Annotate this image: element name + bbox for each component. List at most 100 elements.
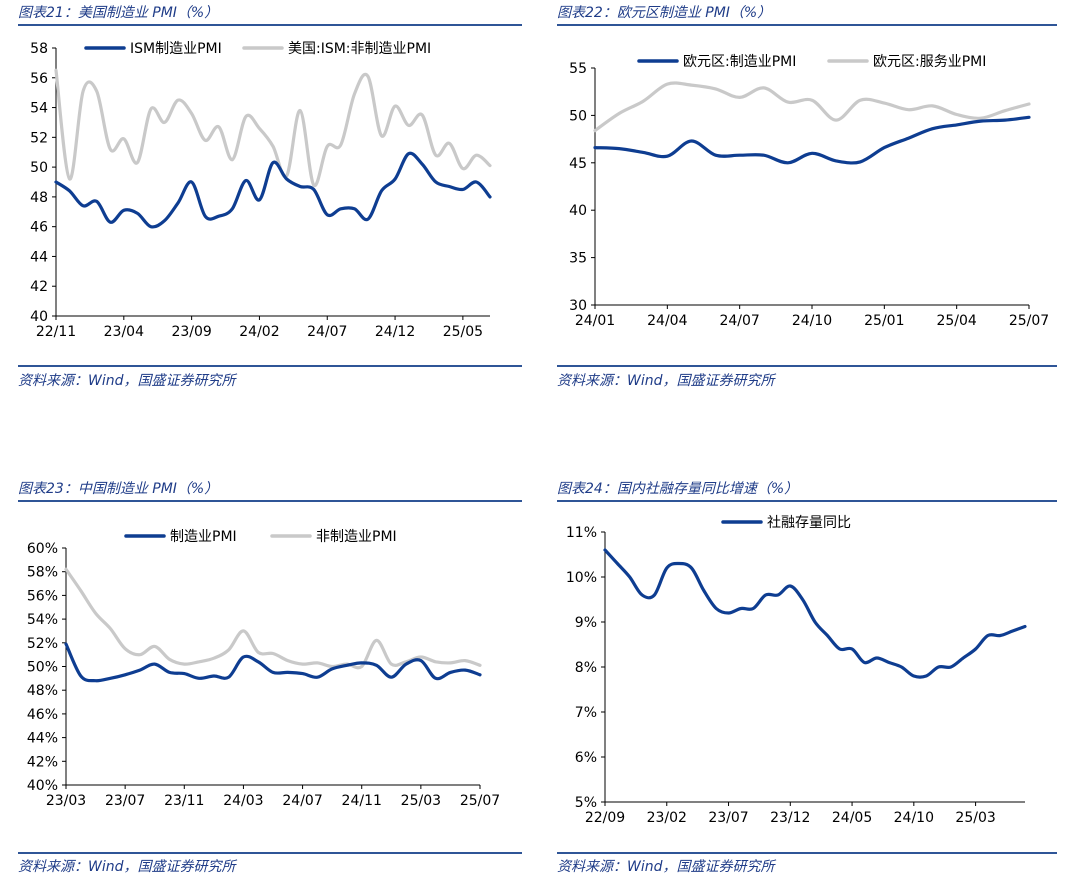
x-tick-label: 22/09 (585, 810, 625, 826)
chart-heading: 图表22：欧元区制造业 PMI（%） (557, 5, 772, 21)
y-tick-label: 46 (30, 220, 48, 236)
source-rule (557, 852, 1057, 854)
series-line-primary (603, 548, 1027, 679)
y-tick-label: 40 (30, 309, 48, 325)
y-tick-label: 11% (566, 525, 597, 541)
y-tick-label: 9% (575, 615, 597, 631)
y-tick-label: 45 (569, 156, 587, 172)
legend-label: 美国:ISM:非制造业PMI (288, 41, 431, 57)
x-tick-label: 25/01 (864, 313, 904, 329)
y-tick-label: 10% (566, 570, 597, 586)
chart-heading: 图表24：国内社融存量同比增速（%） (557, 481, 799, 497)
legend-label: 非制造业PMI (316, 529, 397, 545)
panel-us-pmi: 图表21：美国制造业 PMI（%） 40 42 44 46 48 50 52 54 56 58 22… (18, 2, 522, 422)
x-tick-label: 24/10 (792, 313, 832, 329)
y-tick-label: 56% (27, 588, 58, 604)
legend-label: 欧元区:制造业PMI (683, 54, 796, 70)
x-tick-label: 23/11 (164, 793, 204, 809)
x-tick-label: 24/12 (375, 324, 415, 340)
y-tick-label: 58 (30, 41, 48, 57)
y-tick-label: 7% (575, 705, 597, 721)
series-line-primary (64, 642, 482, 683)
y-tick-label: 52% (27, 636, 58, 652)
x-tick-label: 24/10 (894, 810, 934, 826)
y-tick-label: 54 (30, 101, 48, 117)
x-tick-label: 24/01 (575, 313, 615, 329)
x-tick-label: 24/05 (832, 810, 872, 826)
x-tick-label: 23/07 (708, 810, 748, 826)
source-note: 资料来源：Wind，国盛证券研究所 (557, 373, 775, 389)
source-rule (557, 365, 1057, 367)
source-note: 资料来源：Wind，国盛证券研究所 (18, 373, 236, 389)
x-tick-label: 24/02 (239, 324, 279, 340)
y-tick-label: 8% (575, 660, 597, 676)
y-tick-label: 44% (27, 731, 58, 747)
heading-rule (557, 24, 1057, 26)
source-rule (18, 365, 522, 367)
y-tick-label: 40% (27, 778, 58, 794)
x-tick-label: 24/07 (307, 324, 347, 340)
heading-rule (18, 500, 522, 502)
chart-us-pmi: 40 42 44 46 48 50 52 54 56 58 22/11 23/04 23/09 24/02… (30, 41, 492, 340)
chart-china-pmi: 40% 42% 44% 46% 48% 50% 52% 54% 56% 58% 60% 23/03 23… (27, 529, 500, 809)
y-tick-label: 42 (30, 279, 48, 295)
x-tick-label: 25/07 (1009, 313, 1049, 329)
legend-label: 欧元区:服务业PMI (873, 54, 986, 70)
x-tick-label: 23/12 (770, 810, 810, 826)
y-tick-label: 48 (30, 190, 48, 206)
y-tick-label: 60% (27, 541, 58, 557)
series-line-secondary (64, 567, 482, 670)
source-rule (18, 852, 522, 854)
x-tick-label: 23/04 (104, 324, 144, 340)
y-tick-label: 40 (569, 203, 587, 219)
x-tick-label: 24/07 (719, 313, 759, 329)
panel-euro-pmi: 图表22：欧元区制造业 PMI（%） 30 35 40 45 50 55 24/01 24/0… (557, 2, 1057, 422)
x-tick-label: 25/07 (460, 793, 500, 809)
y-tick-label: 52 (30, 130, 48, 146)
y-tick-label: 30 (569, 298, 587, 314)
x-tick-label: 25/04 (936, 313, 976, 329)
y-tick-label: 50 (569, 108, 587, 124)
legend-label: 社融存量同比 (767, 515, 851, 531)
y-tick-label: 55 (569, 61, 587, 77)
x-tick-label: 23/03 (46, 793, 86, 809)
y-tick-label: 42% (27, 754, 58, 770)
series-line-secondary (593, 81, 1031, 133)
y-tick-label: 44 (30, 249, 48, 265)
y-tick-label: 56 (30, 71, 48, 87)
series-line-primary (593, 115, 1031, 165)
panel-china-pmi: 图表23：中国制造业 PMI（%） 40% 42% 44% 46% 48% 50% 52% 5… (18, 478, 522, 878)
y-tick-label: 5% (575, 795, 597, 811)
source-note: 资料来源：Wind，国盛证券研究所 (557, 859, 775, 875)
y-tick-label: 50% (27, 660, 58, 676)
y-tick-label: 46% (27, 707, 58, 723)
chart-euro-pmi: 30 35 40 45 50 55 24/01 24/04 24/07 24/10 25/01 25/… (569, 54, 1049, 329)
x-tick-label: 25/03 (955, 810, 995, 826)
source-note: 资料来源：Wind，国盛证券研究所 (18, 859, 236, 875)
y-tick-label: 6% (575, 750, 597, 766)
y-tick-label: 35 (569, 251, 587, 267)
heading-rule (557, 500, 1057, 502)
series-line-primary (54, 151, 492, 229)
series-line-secondary (54, 68, 492, 187)
x-tick-label: 24/04 (647, 313, 687, 329)
y-tick-label: 54% (27, 612, 58, 628)
x-tick-label: 24/07 (282, 793, 322, 809)
chart-tsf-growth: 5% 6% 7% 8% 9% 10% 11% 22/09 23/02 23/07 23/12 24/0… (566, 515, 1027, 826)
x-tick-label: 23/09 (171, 324, 211, 340)
x-tick-label: 22/11 (36, 324, 76, 340)
legend-label: 制造业PMI (170, 529, 237, 545)
y-tick-label: 50 (30, 160, 48, 176)
panel-tsf-growth: 图表24：国内社融存量同比增速（%） 5% 6% 7% 8% 9% 10% 11% 22/09… (557, 478, 1057, 878)
y-tick-label: 58% (27, 565, 58, 581)
x-tick-label: 24/03 (223, 793, 263, 809)
chart-heading: 图表21：美国制造业 PMI（%） (18, 5, 219, 21)
heading-rule (18, 24, 522, 26)
legend-label: ISM制造业PMI (130, 41, 222, 57)
chart-heading: 图表23：中国制造业 PMI（%） (18, 481, 219, 497)
x-tick-label: 25/05 (443, 324, 483, 340)
x-tick-label: 23/02 (647, 810, 687, 826)
y-tick-label: 48% (27, 683, 58, 699)
x-tick-label: 25/03 (401, 793, 441, 809)
x-tick-label: 23/07 (105, 793, 145, 809)
